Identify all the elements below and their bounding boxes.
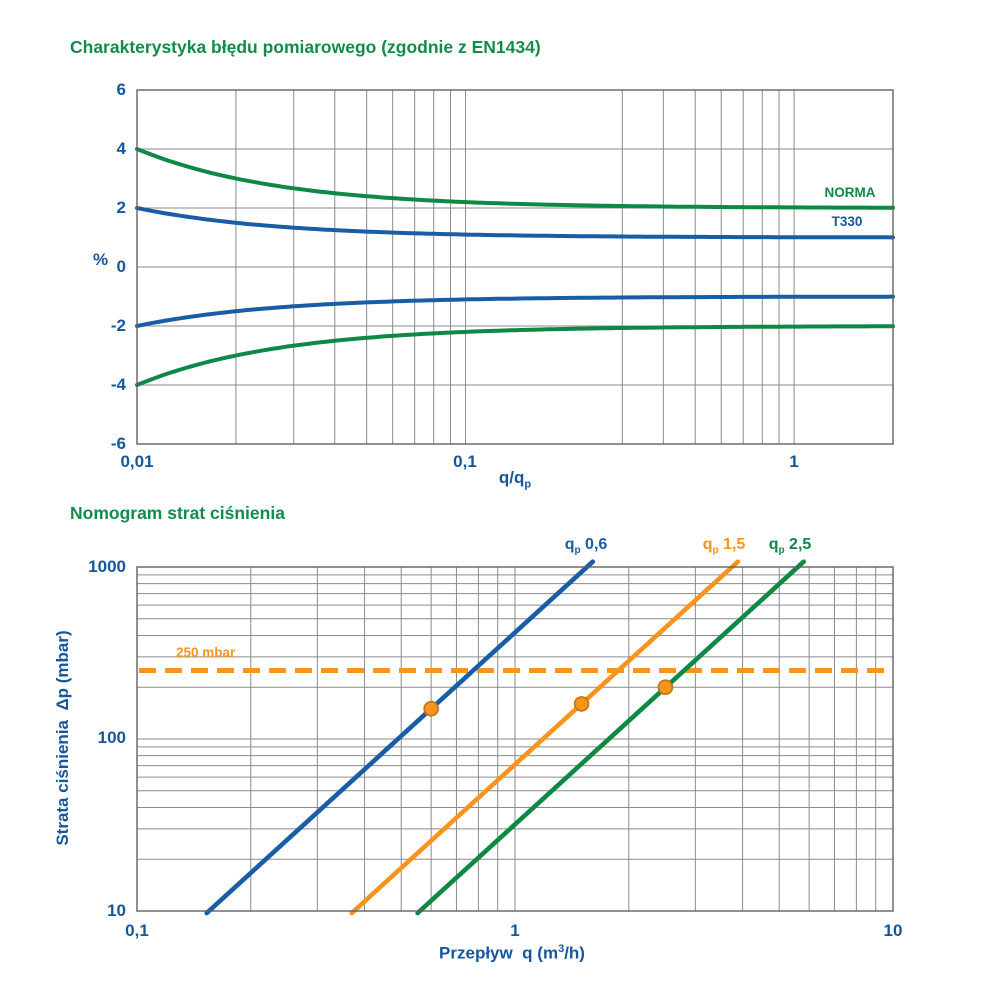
chart2-grid [136, 566, 894, 912]
chart1-error-curves [135, 147, 895, 387]
curve-t330-upper [135, 206, 895, 240]
chart1-border [136, 89, 894, 445]
marker-qp15 [573, 696, 590, 712]
marker-qp25 [657, 679, 674, 696]
curve-norma-upper [135, 147, 895, 210]
chart1-frame [136, 89, 894, 445]
chart2-markers [423, 679, 674, 717]
curve-t330-lower [135, 294, 895, 328]
marker-qp06 [423, 700, 439, 717]
chart2-series-lines [204, 559, 807, 916]
chart2-border [136, 566, 894, 912]
curve-norma-lower [135, 324, 895, 387]
line-qp15 [349, 559, 741, 916]
chart1-grid [136, 89, 894, 445]
line-qp25 [415, 559, 807, 916]
chart2-frame [136, 566, 894, 912]
line-qp06 [204, 559, 596, 916]
